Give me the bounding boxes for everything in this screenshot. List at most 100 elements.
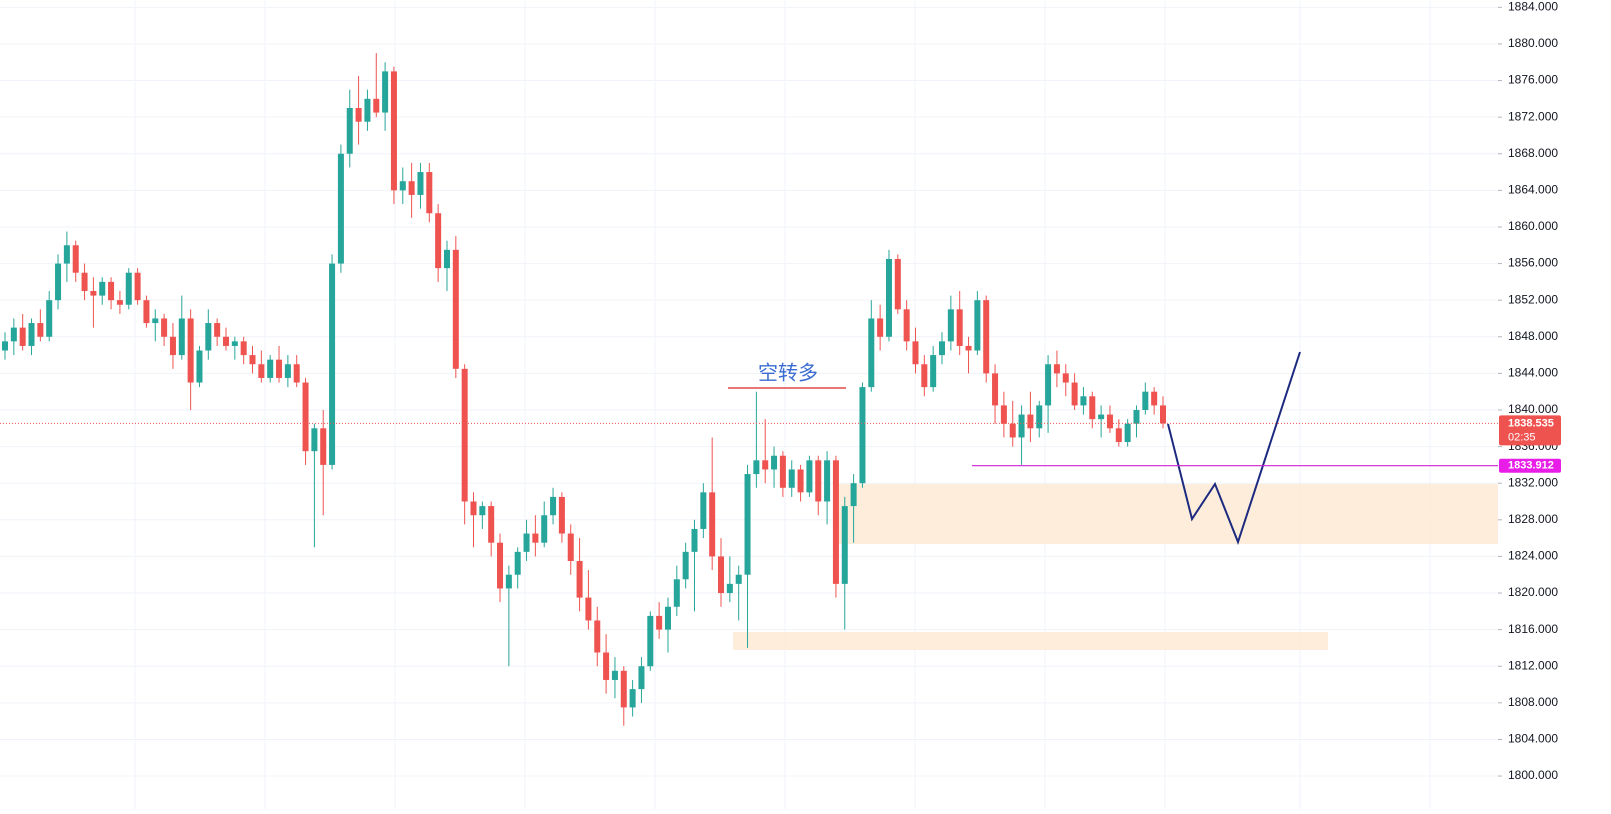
- candle-body: [178, 318, 185, 356]
- candles: [1, 53, 1167, 726]
- y-tick-label: 1828.000: [1508, 512, 1558, 526]
- candle-body: [1071, 382, 1078, 406]
- candle-body: [815, 460, 822, 502]
- y-tick-label: 1812.000: [1508, 658, 1558, 672]
- candle-body: [497, 542, 504, 589]
- candle-body: [611, 670, 618, 680]
- candle-body: [859, 387, 866, 484]
- candle-body: [576, 560, 583, 598]
- candle-body: [1009, 423, 1016, 438]
- candle-body: [921, 364, 928, 388]
- zone-lower: [733, 632, 1328, 650]
- candle-body: [912, 341, 919, 365]
- candle-body: [1053, 364, 1060, 374]
- candle-body: [390, 71, 397, 191]
- candle-body: [152, 318, 159, 324]
- candle-body: [443, 249, 450, 269]
- candle-body: [1089, 396, 1096, 420]
- candle-body: [691, 528, 698, 552]
- y-tick-label: 1800.000: [1508, 768, 1558, 782]
- candle-body: [346, 107, 353, 154]
- candle-body: [603, 652, 610, 680]
- candle-body: [664, 606, 671, 630]
- candle-body: [435, 213, 442, 269]
- candle-body: [965, 345, 972, 351]
- candle-body: [1036, 405, 1043, 429]
- candle-body: [877, 318, 884, 337]
- y-tick-label: 1840.000: [1508, 402, 1558, 416]
- candle-body: [373, 98, 380, 113]
- candle-body: [868, 318, 875, 388]
- candle-body: [620, 670, 627, 708]
- candle-body: [187, 318, 194, 383]
- candle-body: [1018, 414, 1025, 438]
- candle-body: [1106, 414, 1113, 429]
- candle-body: [479, 506, 486, 516]
- candle-body: [558, 496, 565, 534]
- candle-body: [55, 263, 62, 301]
- candle-body: [470, 501, 477, 516]
- candle-body: [647, 615, 654, 667]
- candle-body: [276, 359, 283, 378]
- annotation: 空转多: [758, 361, 818, 384]
- candle-body: [550, 496, 557, 516]
- candle-body: [762, 460, 769, 470]
- candle-body: [364, 98, 371, 122]
- candle-body: [1133, 409, 1140, 424]
- y-tick-label: 1832.000: [1508, 475, 1558, 489]
- candle-body: [505, 574, 512, 589]
- candle-body: [337, 153, 344, 264]
- candle-body: [426, 172, 433, 214]
- candle-body: [249, 355, 256, 365]
- candle-body: [797, 469, 804, 493]
- y-tick-label: 1880.000: [1508, 36, 1558, 50]
- candle-body: [143, 300, 150, 324]
- candle-body: [99, 281, 106, 296]
- y-tick-label: 1824.000: [1508, 549, 1558, 563]
- candle-body: [983, 300, 990, 374]
- candle-body: [567, 533, 574, 561]
- candle-body: [656, 615, 663, 630]
- candle-body: [1080, 396, 1087, 406]
- price-axis-labels: 1800.000 1804.000 1808.000 1812.000 1816.000…: [1498, 0, 1561, 782]
- candle-body: [46, 300, 53, 337]
- candle-body: [81, 272, 88, 292]
- levels: [0, 422, 1498, 467]
- candle-body: [956, 309, 963, 346]
- candle-body: [116, 300, 123, 305]
- candle-body: [1000, 405, 1007, 424]
- candle-body: [718, 556, 725, 594]
- candle-body: [90, 291, 97, 296]
- y-tick-label: 1848.000: [1508, 329, 1558, 343]
- y-tick-label: 1856.000: [1508, 256, 1558, 270]
- candle-body: [1124, 423, 1131, 443]
- candle-body: [1045, 364, 1052, 406]
- candle-body: [205, 323, 212, 351]
- y-tick-label: 1876.000: [1508, 73, 1558, 87]
- candle-body: [771, 455, 778, 470]
- candle-body: [779, 455, 786, 488]
- y-tick-label: 1820.000: [1508, 585, 1558, 599]
- y-tick-label: 1816.000: [1508, 622, 1558, 636]
- last-price-label: 1838.535: [1508, 417, 1554, 429]
- candle-body: [169, 336, 176, 356]
- candle-body: [302, 382, 309, 452]
- y-tick-label: 1860.000: [1508, 219, 1558, 233]
- candle-body: [629, 689, 636, 708]
- marked-level-box: [1499, 458, 1561, 473]
- candle-body: [214, 323, 221, 337]
- candle-body: [293, 364, 300, 383]
- candle-body: [894, 258, 901, 310]
- price-axis: [1498, 0, 1611, 809]
- candle-body: [28, 323, 35, 346]
- candle-body: [841, 506, 848, 584]
- candle-body: [992, 373, 999, 406]
- candle-body: [673, 579, 680, 607]
- candle-body: [1062, 373, 1069, 383]
- candle-body: [594, 620, 601, 653]
- candle-body: [832, 460, 839, 584]
- candle-body: [461, 368, 468, 502]
- candle-body: [1098, 414, 1105, 420]
- candle-body: [806, 460, 813, 493]
- zone-upper: [838, 484, 1498, 544]
